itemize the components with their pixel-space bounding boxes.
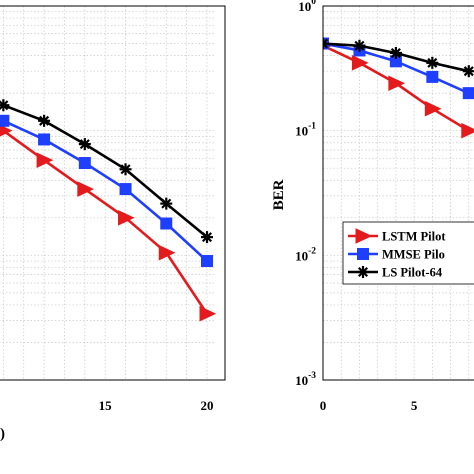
- legend: LSTM Pilot MMSE Pilo LS Pilot-64: [342, 221, 474, 285]
- left-series-2-point: [160, 197, 173, 210]
- right-plot-panel: 0 5 100 10-1 10-2 10-3 BER LSTM Pilot MMSE Pil…: [271, 0, 474, 413]
- legend-marker-2: [357, 266, 369, 278]
- left-series-0-point: [0, 124, 13, 137]
- left-plot-frame: [0, 5, 226, 381]
- right-series-2-point: [323, 37, 329, 50]
- left-series-line-1: [2, 119, 208, 262]
- left-x-tick-label: 20: [201, 398, 214, 413]
- left-series-1-point: [38, 133, 51, 146]
- left-series-0-point: [77, 181, 95, 197]
- left-series-2-point: [38, 114, 51, 127]
- right-series-1-point: [462, 87, 474, 100]
- left-series-2-point: [78, 138, 91, 151]
- right-series-0-point: [388, 75, 406, 92]
- legend-marker-1: [357, 248, 369, 260]
- left-series-0-point: [118, 210, 135, 226]
- right-series-group: [323, 37, 474, 139]
- left-series-group: [0, 99, 217, 322]
- left-series-0-point: [36, 152, 54, 168]
- right-plot-frame: [322, 5, 474, 381]
- right-series-2-point: [389, 46, 402, 59]
- right-series-2-point: [353, 39, 366, 52]
- right-series-0-point: [461, 122, 474, 139]
- left-plot-panel: 15 20 ): [0, 5, 226, 442]
- right-y-tick-label: 10-1: [295, 122, 316, 139]
- legend-label-1: MMSE Pilo: [382, 248, 445, 262]
- left-series-2-point: [201, 231, 213, 244]
- left-series-1-point: [78, 157, 91, 170]
- left-tick-labels: 15 20: [99, 398, 214, 413]
- left-series-1-point: [160, 217, 173, 230]
- left-series-line-2: [2, 104, 208, 239]
- left-x-tick-label: 15: [99, 398, 113, 413]
- right-x-tick-label: 5: [411, 398, 418, 413]
- right-y-axis-label: BER: [271, 179, 287, 210]
- left-series-1-point: [119, 183, 132, 196]
- right-y-tick-label: 10-3: [295, 371, 316, 388]
- left-series-2-point: [0, 99, 10, 112]
- legend-label-0: LSTM Pilot: [382, 230, 446, 244]
- right-series-2-point: [426, 56, 439, 69]
- right-series-0-point: [424, 100, 442, 117]
- right-x-tick-label: 0: [320, 398, 327, 413]
- right-y-tick-label: 100: [298, 0, 316, 14]
- right-y-tick-label: 10-2: [295, 246, 316, 263]
- legend-label-2: LS Pilot-64: [382, 266, 443, 280]
- left-series-0-point: [199, 305, 217, 322]
- left-series-1-point: [201, 255, 213, 268]
- left-series-2-point: [119, 163, 132, 176]
- left-series-1-point: [0, 114, 10, 127]
- right-series-0-point: [351, 55, 369, 71]
- left-partial-label: ): [0, 426, 5, 442]
- right-series-1-point: [426, 70, 439, 83]
- right-tick-labels: 0 5 100 10-1 10-2 10-3: [295, 0, 418, 413]
- legend-marker-0: [355, 228, 373, 244]
- left-grid: [0, 6, 215, 381]
- right-series-2-point: [462, 65, 474, 78]
- left-series-0-point: [158, 244, 176, 261]
